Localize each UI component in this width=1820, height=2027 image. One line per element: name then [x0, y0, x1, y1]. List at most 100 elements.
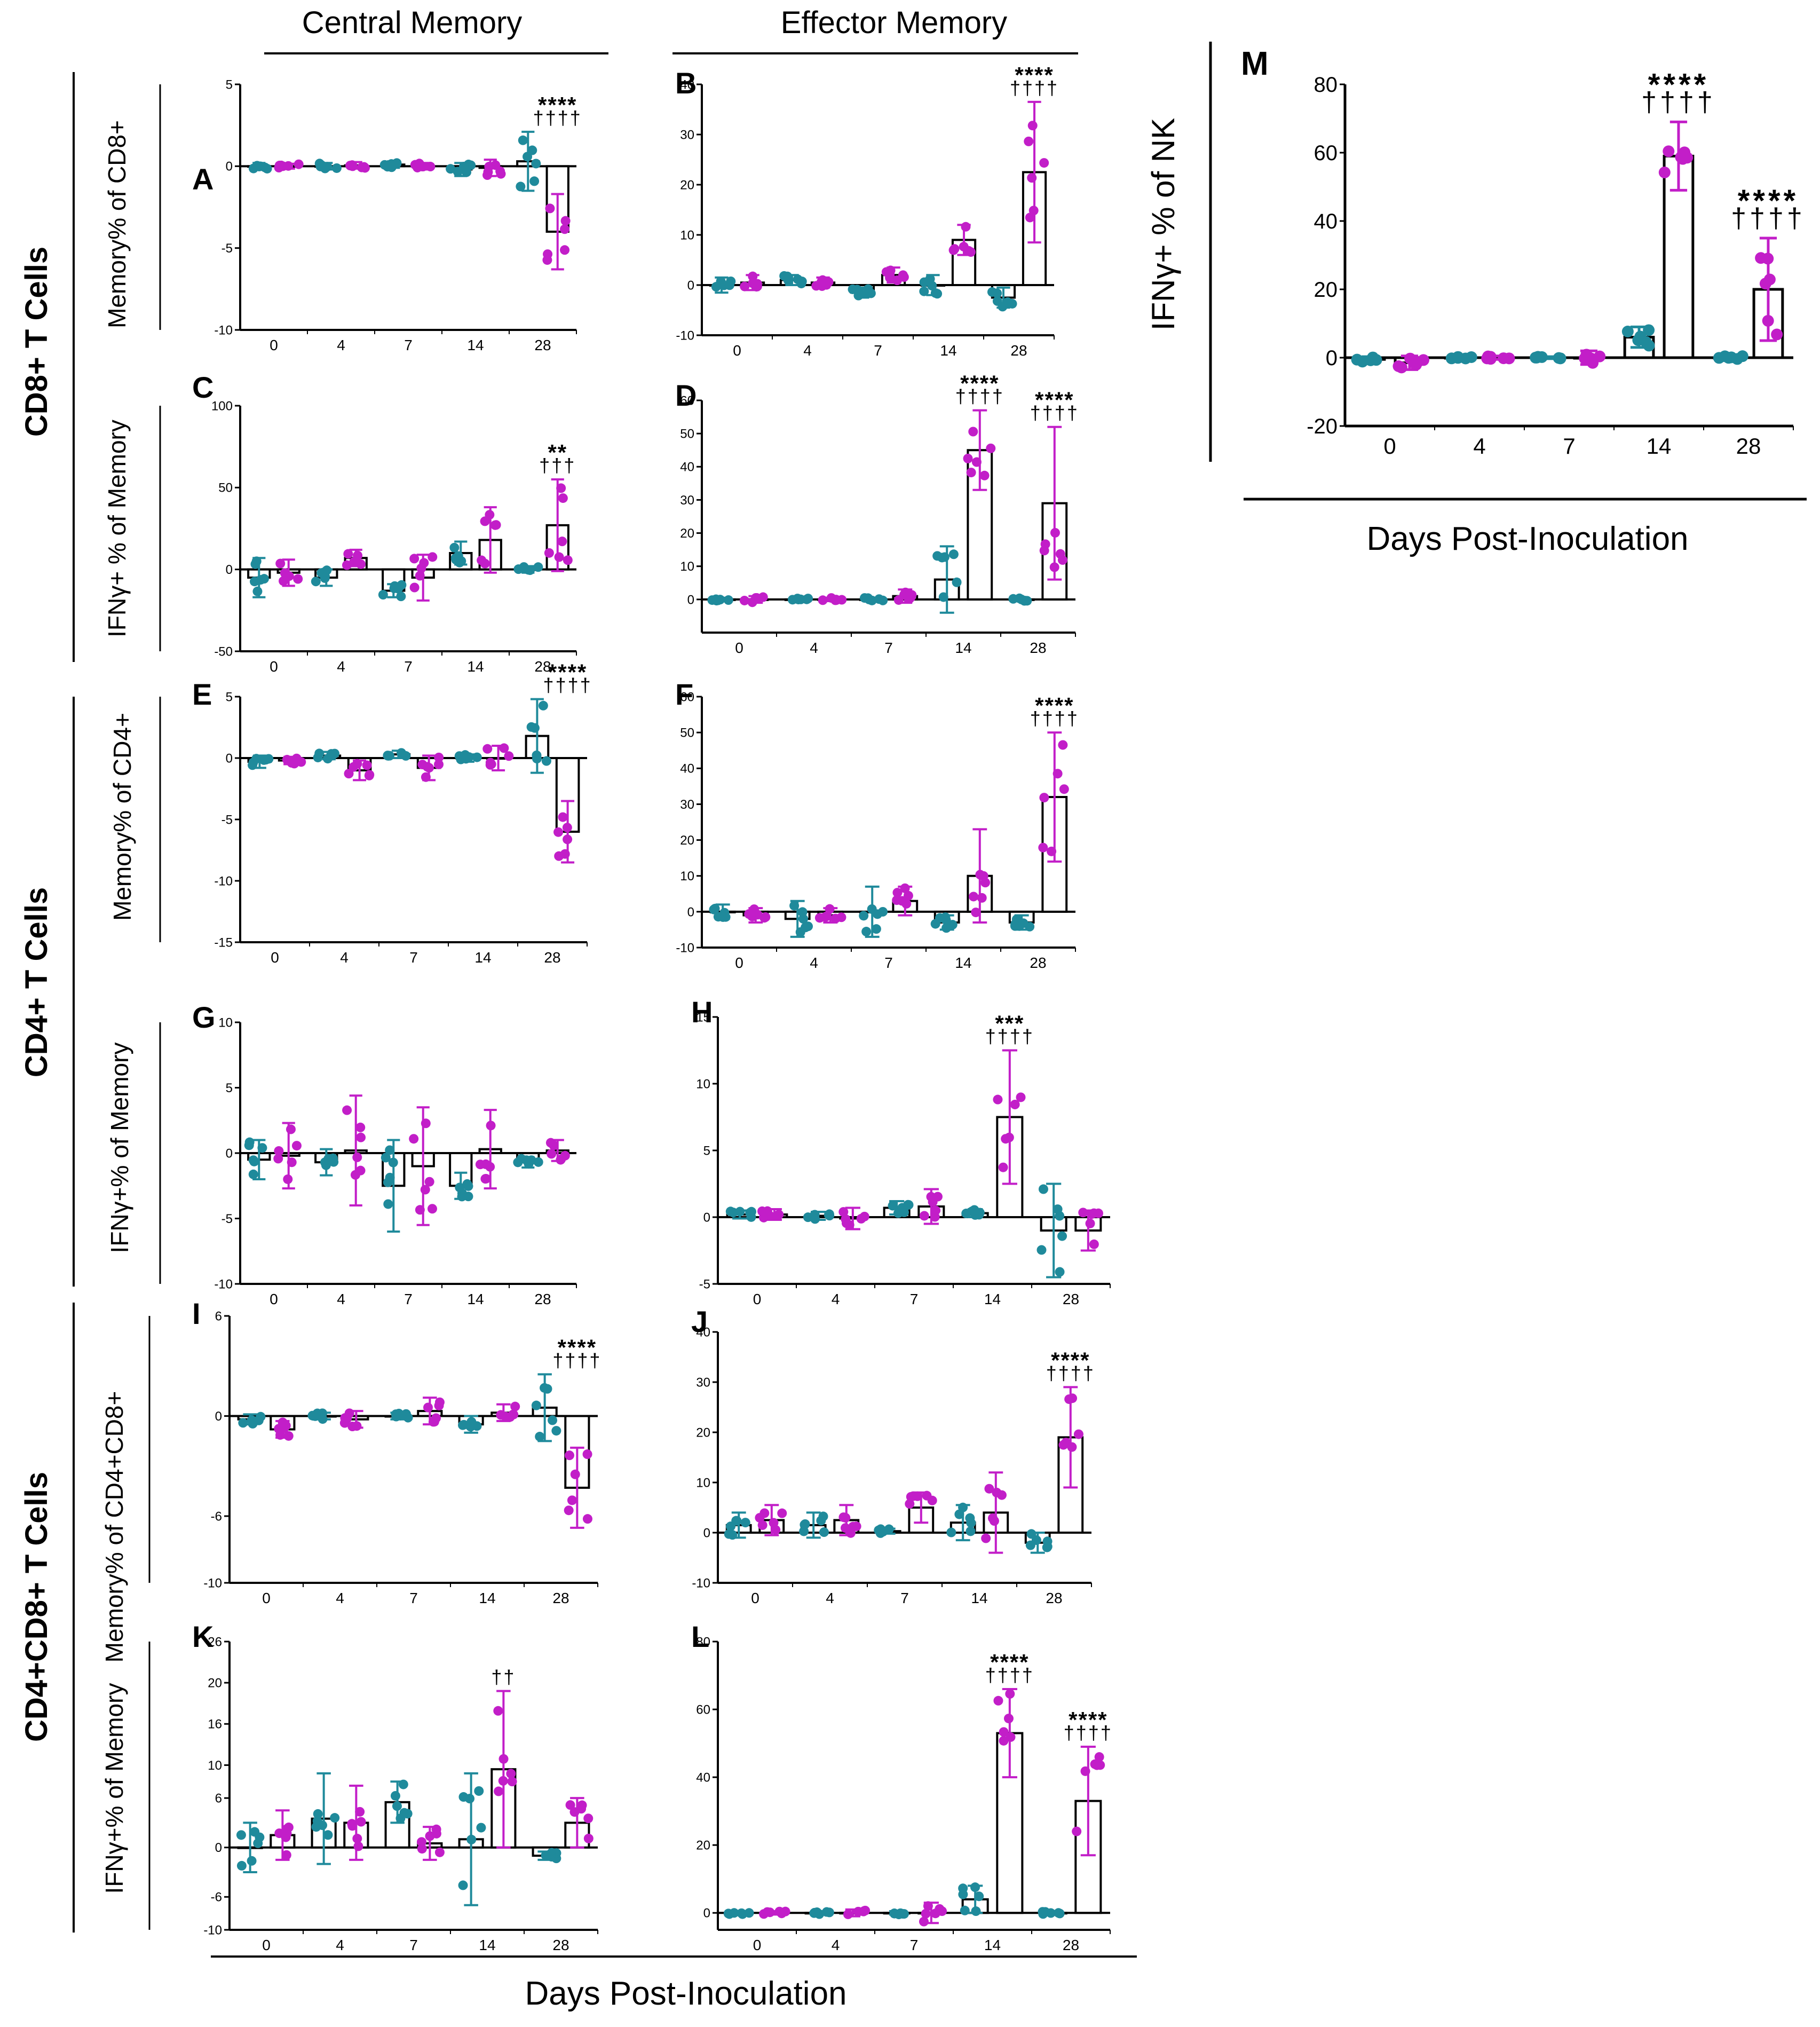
data-point-L-teal-0 [744, 1908, 754, 1918]
effector-memory-header: Effector Memory [781, 5, 1007, 40]
data-point-G-magenta-4 [352, 1152, 362, 1162]
data-point-B-teal-4 [783, 275, 793, 286]
x-tick-label-H: 7 [910, 1291, 919, 1307]
data-point-E-magenta-7 [434, 752, 444, 762]
data-point-F-magenta-0 [747, 911, 757, 921]
x-tick-label-M: 4 [1473, 433, 1485, 459]
x-tick-label-I: 4 [336, 1590, 344, 1606]
data-point-A-magenta-14 [496, 169, 506, 179]
data-point-L-teal-28 [1054, 1908, 1064, 1918]
y-tick-label-I: 6 [215, 1309, 222, 1323]
significance-star-D-14: **** [960, 371, 999, 396]
y-tick-label-F: 10 [680, 869, 694, 884]
data-point-C-magenta-4 [343, 549, 353, 559]
data-point-L-magenta-7 [923, 1901, 933, 1911]
data-point-B-teal-28 [992, 296, 1002, 306]
data-point-A-magenta-7 [410, 160, 420, 170]
data-point-K-magenta-4 [347, 1819, 357, 1829]
y-tick-label-M: 0 [1326, 346, 1338, 370]
data-point-E-teal-28 [538, 700, 548, 711]
data-point-H-magenta-14 [998, 1162, 1008, 1172]
y-tick-label-F: 50 [680, 726, 694, 740]
data-point-J-magenta-4 [848, 1521, 858, 1532]
x-tick-label-I: 28 [552, 1590, 569, 1606]
data-point-A-magenta-7 [425, 162, 436, 172]
data-point-H-teal-0 [735, 1206, 745, 1217]
y-tick-label-I: -10 [203, 1576, 222, 1590]
data-point-J-teal-14 [946, 1527, 956, 1537]
data-point-B-teal-0 [724, 280, 734, 290]
data-point-K-teal-0 [253, 1838, 263, 1848]
data-point-F-magenta-28 [1047, 846, 1057, 856]
data-point-A-magenta-14 [482, 170, 493, 180]
x-tick-label-B: 14 [940, 342, 956, 359]
x-tick-label-B: 7 [874, 342, 882, 359]
data-point-I-magenta-28 [582, 1514, 592, 1524]
data-point-H-magenta-14 [993, 1094, 1003, 1105]
significance-star-H-14: *** [995, 1011, 1024, 1036]
data-point-C-magenta-7 [428, 552, 438, 562]
data-point-C-magenta-28 [558, 493, 568, 503]
x-tick-label-H: 0 [753, 1291, 762, 1307]
data-point-G-teal-7 [385, 1145, 395, 1155]
data-point-M-magenta-14 [1658, 167, 1671, 179]
y-tick-label-J: 10 [696, 1476, 710, 1490]
data-point-G-teal-0 [257, 1143, 267, 1153]
data-point-A-magenta-28 [560, 224, 570, 234]
x-tick-label-H: 4 [832, 1291, 840, 1307]
data-point-F-magenta-0 [759, 913, 770, 923]
data-point-A-magenta-0 [274, 163, 284, 173]
x-tick-label-I: 14 [479, 1590, 495, 1606]
data-point-D-teal-28 [1019, 596, 1030, 606]
data-point-F-teal-4 [789, 901, 800, 911]
data-point-A-teal-0 [252, 161, 262, 171]
data-point-K-teal-4 [313, 1809, 323, 1819]
data-point-B-teal-14 [932, 289, 943, 299]
data-point-L-magenta-14 [1003, 1714, 1014, 1724]
data-point-E-teal-0 [259, 755, 269, 765]
x-tick-label-E: 0 [271, 949, 279, 966]
data-point-K-teal-4 [323, 1830, 333, 1840]
x-tick-label-E: 14 [474, 949, 491, 966]
data-point-J-teal-4 [800, 1519, 810, 1529]
data-point-D-magenta-28 [1057, 555, 1067, 565]
x-tick-label-A: 4 [337, 337, 345, 353]
data-point-C-teal-4 [320, 573, 330, 583]
data-point-E-magenta-7 [434, 759, 444, 769]
data-point-C-teal-7 [396, 591, 406, 602]
x-tick-label-M: 14 [1647, 433, 1672, 459]
data-point-M-teal-7 [1554, 352, 1566, 365]
data-point-A-teal-4 [315, 161, 326, 171]
data-point-M-teal-28 [1731, 353, 1744, 365]
data-point-H-magenta-0 [774, 1210, 784, 1220]
x-tick-label-C: 28 [534, 658, 551, 675]
x-tick-label-F: 4 [810, 955, 818, 971]
data-point-L-teal-4 [821, 1907, 832, 1917]
data-point-A-teal-0 [260, 162, 270, 172]
significance-dagger-H-14: †††† [985, 1026, 1034, 1047]
significance-star-I-28: **** [558, 1335, 597, 1360]
data-point-I-magenta-28 [564, 1505, 574, 1516]
data-point-E-magenta-4 [349, 762, 359, 772]
significance-dagger-B-28: †††† [1010, 77, 1059, 99]
data-point-C-magenta-14 [485, 510, 495, 520]
data-point-I-magenta-7 [434, 1400, 444, 1410]
data-point-I-teal-14 [465, 1420, 476, 1430]
x-tick-label-L: 0 [753, 1937, 762, 1953]
data-point-C-teal-14 [453, 551, 463, 561]
panel-B: B -10 0 10 20 30 40 0 4 7 14 28 ††††**** [675, 62, 1059, 359]
data-point-L-teal-14 [970, 1882, 980, 1892]
panel-letter-I: I [192, 1297, 201, 1330]
data-point-G-magenta-7 [421, 1118, 431, 1129]
data-point-H-magenta-14 [1010, 1099, 1020, 1109]
x-tick-label-J: 4 [826, 1590, 834, 1606]
y-tick-label-F: 30 [680, 798, 694, 812]
data-point-C-magenta-7 [409, 582, 420, 593]
data-point-D-magenta-14 [968, 427, 978, 437]
data-point-M-magenta-28 [1762, 314, 1774, 327]
y-tick-label-E: 5 [226, 690, 233, 704]
panel-F: F -10 0 10 20 30 40 50 60 0 4 7 14 28 ††††**** [675, 677, 1078, 971]
data-point-K-teal-14 [458, 1792, 469, 1802]
y-tick-label-F: 40 [680, 762, 694, 776]
